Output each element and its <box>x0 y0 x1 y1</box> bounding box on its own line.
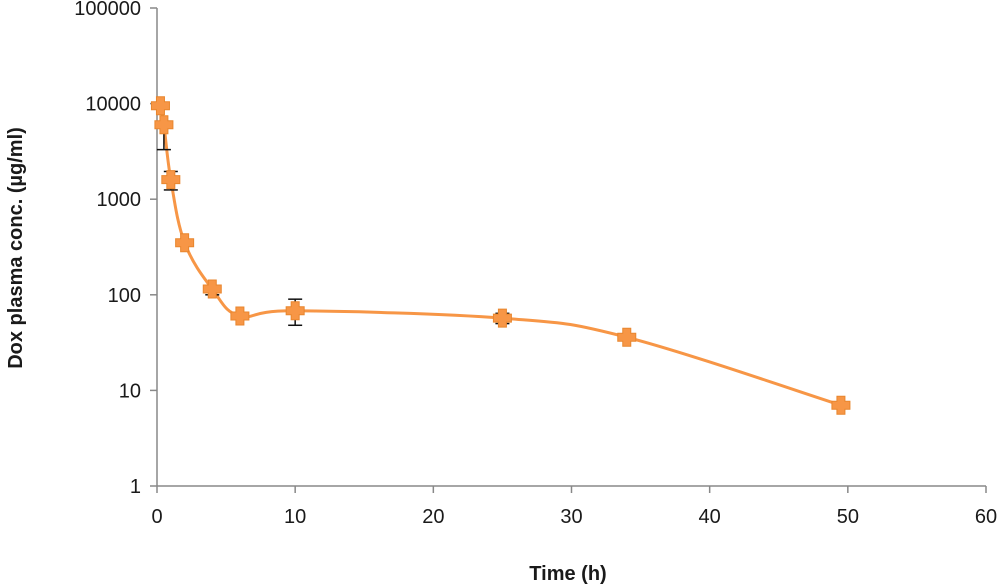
x-tick-label: 30 <box>560 506 582 528</box>
y-axis-ticks: 1 10 100 1000 10000 100000 <box>74 0 157 498</box>
data-point <box>831 395 851 415</box>
x-axis-ticks: 0 10 20 30 40 50 60 <box>151 486 997 528</box>
data-point <box>285 301 305 321</box>
series-layer <box>150 96 851 415</box>
x-tick-label: 10 <box>284 506 306 528</box>
y-tick-label: 100000 <box>74 0 141 20</box>
x-axis-title: Time (h) <box>529 563 606 585</box>
x-tick-label: 0 <box>151 506 162 528</box>
y-tick-label: 100 <box>108 285 141 307</box>
data-point <box>150 96 170 116</box>
y-tick-label: 1 <box>130 476 141 498</box>
data-point <box>154 115 174 135</box>
data-point <box>617 327 637 347</box>
x-tick-label: 50 <box>837 506 859 528</box>
series-line <box>158 105 842 407</box>
x-tick-label: 40 <box>699 506 721 528</box>
data-point <box>492 308 512 328</box>
y-tick-label: 1000 <box>97 189 142 211</box>
data-point <box>202 279 222 299</box>
x-tick-label: 20 <box>422 506 444 528</box>
data-point <box>230 306 250 326</box>
data-point <box>175 233 195 253</box>
y-axis-title: Dox plasma conc. (µg/ml) <box>5 127 27 369</box>
y-tick-label: 10 <box>119 380 141 402</box>
axes <box>156 8 986 487</box>
data-point <box>161 170 181 190</box>
x-tick-label: 60 <box>975 506 997 528</box>
y-tick-label: 10000 <box>85 94 141 116</box>
